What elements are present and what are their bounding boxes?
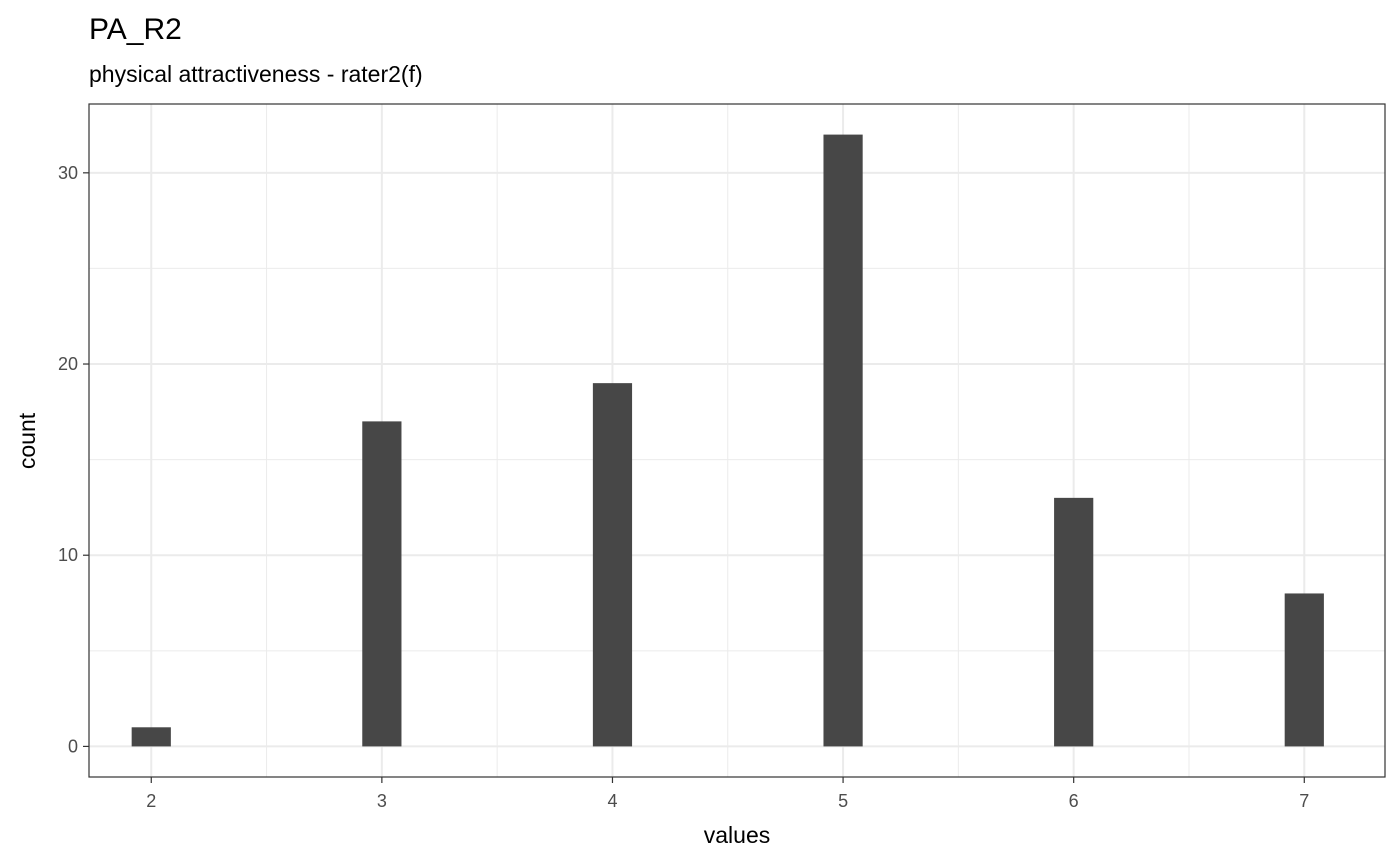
- x-tick-label: 7: [1299, 791, 1309, 811]
- y-tick-label: 20: [58, 354, 78, 374]
- bar: [131, 727, 171, 747]
- bar: [362, 421, 402, 747]
- y-tick-label: 0: [68, 736, 78, 756]
- chart-title: PA_R2: [89, 13, 182, 46]
- x-axis: 2 3 4 5 6 7: [146, 777, 1309, 811]
- panel-border: [88, 103, 1386, 778]
- grid-major: [89, 104, 1385, 777]
- x-tick-label: 4: [607, 791, 617, 811]
- x-tick-label: 6: [1069, 791, 1079, 811]
- y-tick-label: 30: [58, 163, 78, 183]
- x-axis-title: values: [704, 822, 770, 848]
- y-tick-label: 10: [58, 545, 78, 565]
- bar: [592, 383, 633, 747]
- x-tick-label: 3: [377, 791, 387, 811]
- y-axis: 0 10 20 30: [58, 163, 89, 756]
- chart-subtitle: physical attractiveness - rater2(f): [89, 61, 423, 87]
- bar: [823, 134, 863, 747]
- x-tick-label: 5: [838, 791, 848, 811]
- bar: [1284, 593, 1324, 747]
- grid-minor: [89, 104, 1385, 777]
- x-tick-label: 2: [146, 791, 156, 811]
- bars: [131, 134, 1324, 747]
- bar: [1054, 497, 1094, 747]
- y-axis-title: count: [14, 412, 40, 469]
